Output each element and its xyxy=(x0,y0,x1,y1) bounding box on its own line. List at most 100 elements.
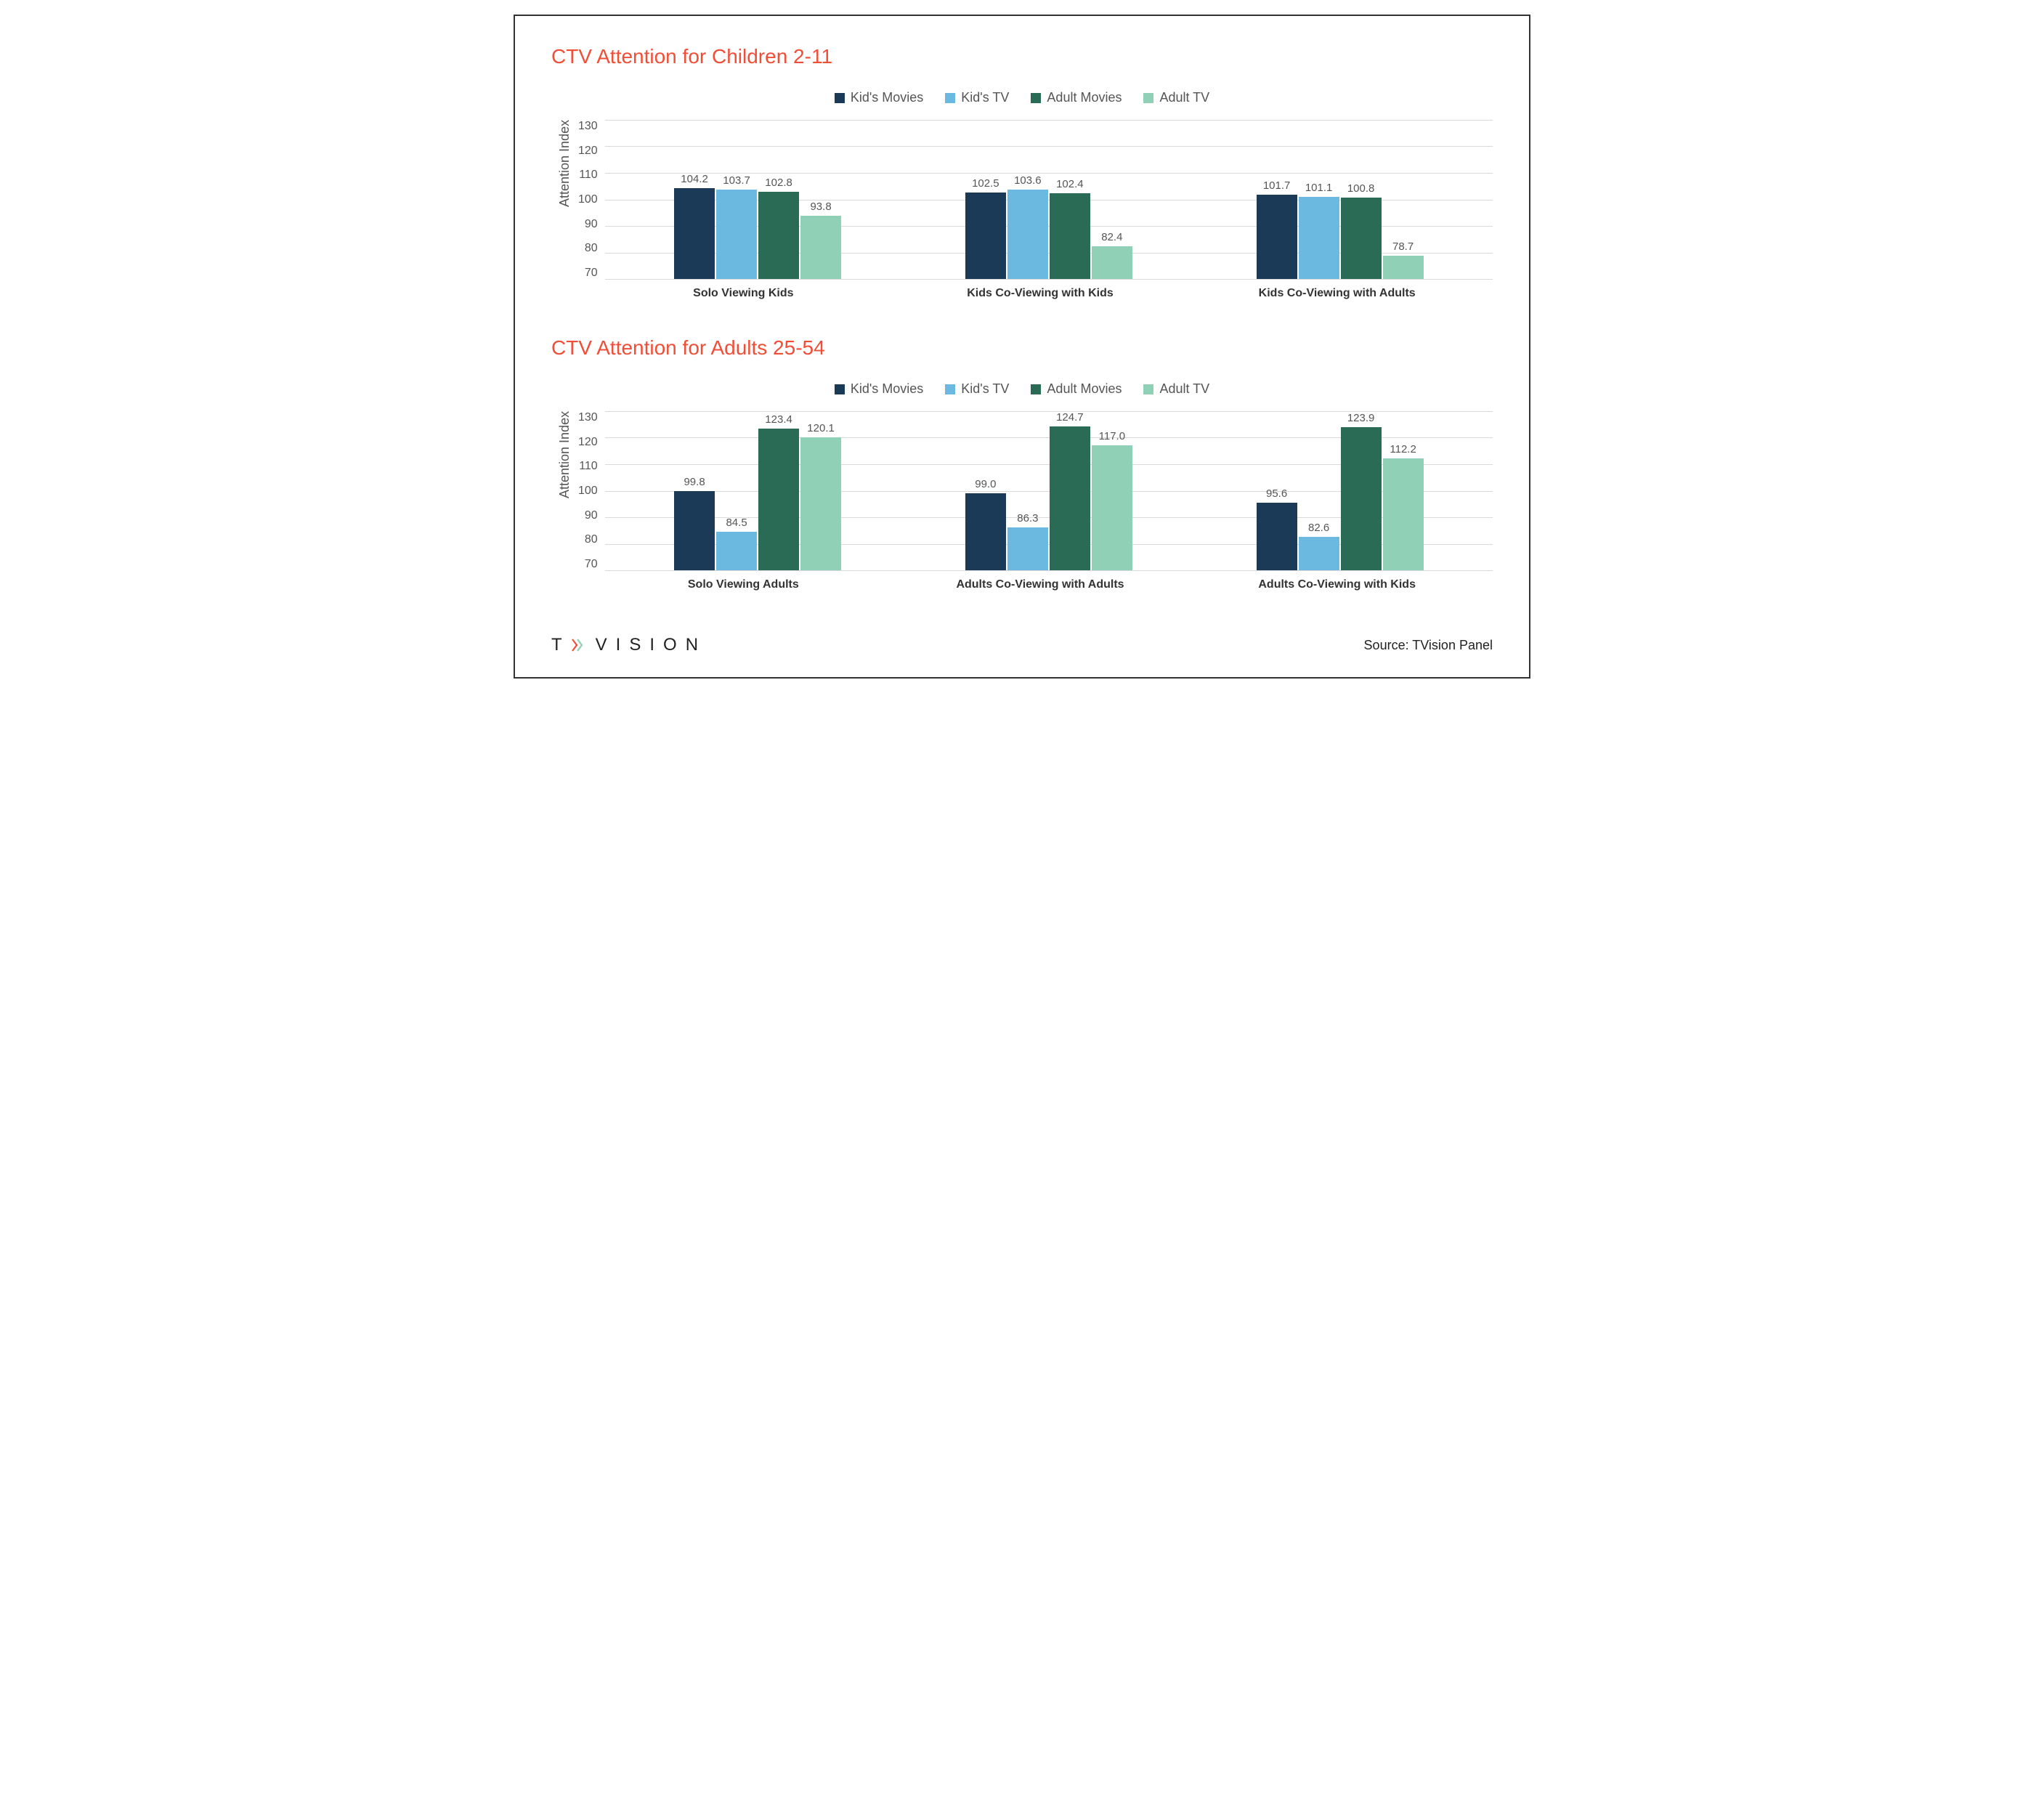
bar xyxy=(965,193,1006,279)
logo-text-rest: VISION xyxy=(596,635,707,655)
plot-area: 104.2 103.7 102.8 93.8 102.5 103.6102.4 82.4 10… xyxy=(605,120,1493,280)
bar xyxy=(1050,426,1090,570)
bar-column: 86.3 xyxy=(1007,411,1048,570)
bar-value-label: 120.1 xyxy=(807,422,835,434)
legend-swatch xyxy=(945,384,955,394)
bar-group: 101.7101.1100.878.7 xyxy=(1257,120,1424,279)
gridline xyxy=(605,570,1493,571)
legend-item: Adult TV xyxy=(1143,381,1209,397)
bar-value-label: 86.3 xyxy=(1017,512,1038,525)
legend-swatch xyxy=(1143,93,1153,103)
x-axis-label: Adults Co-Viewing with Kids xyxy=(1188,578,1485,591)
legend-swatch xyxy=(945,93,955,103)
bar xyxy=(800,437,841,570)
y-tick: 100 xyxy=(578,193,598,206)
bar xyxy=(1257,503,1297,570)
x-axis: Solo Viewing Adults Adults Co-Viewing wit… xyxy=(588,571,1493,591)
bar-value-label: 84.5 xyxy=(726,517,747,529)
legend-item: Kid's TV xyxy=(945,381,1009,397)
bar xyxy=(716,532,757,570)
legend-swatch xyxy=(1143,384,1153,394)
bar-value-label: 99.8 xyxy=(684,476,705,488)
chart-container: CTV Attention for Children 2-11 Kid's Mov… xyxy=(514,15,1530,679)
bar xyxy=(1007,527,1048,570)
plot: 13012011010090807099.884.5123.4120.199.0… xyxy=(578,411,1493,571)
bar-value-label: 112.2 xyxy=(1390,443,1416,455)
bar-groups: 99.884.5123.4120.199.086.3124.7117.095.6… xyxy=(605,411,1493,570)
x-axis-label: Kids Co-Viewing with Kids xyxy=(892,287,1189,300)
logo-chevrons-icon xyxy=(571,638,588,652)
footer: T VISION Source: TVision Panel xyxy=(551,628,1493,655)
bar-groups: 104.2 103.7 102.8 93.8 102.5 103.6102.4 82.4 10… xyxy=(605,120,1493,279)
bar xyxy=(1257,195,1297,279)
legend-item: Kid's Movies xyxy=(835,90,923,105)
bar-column: 82.6 xyxy=(1299,411,1339,570)
bar xyxy=(1092,445,1132,570)
y-tick: 80 xyxy=(585,533,598,546)
bar-value-label: 103.7 xyxy=(723,174,750,187)
legend: Kid's MoviesKid's TVAdult MoviesAdult TV xyxy=(551,90,1493,105)
bar xyxy=(1092,246,1132,279)
bar-value-label: 82.4 xyxy=(1101,231,1122,243)
bar-value-label: 101.7 xyxy=(1263,179,1291,192)
bar xyxy=(1299,197,1339,280)
bar-group: 95.6 82.6 123.9 112.2 xyxy=(1257,411,1424,570)
bar-column: 103.7 xyxy=(716,120,757,279)
bar xyxy=(1383,256,1424,279)
x-axis-label: Solo Viewing Adults xyxy=(595,578,892,591)
chart-title: CTV Attention for Adults 25-54 xyxy=(551,336,1493,360)
bar-column: 82.4 xyxy=(1092,120,1132,279)
bar-column: 104.2 xyxy=(674,120,715,279)
bar-column: 102.8 xyxy=(758,120,799,279)
legend-item: Adult Movies xyxy=(1031,381,1122,397)
bar-value-label: 100.8 xyxy=(1347,182,1375,195)
bar-column: 99.0 xyxy=(965,411,1006,570)
bar-column: 101.1 xyxy=(1299,120,1339,279)
bar xyxy=(758,429,799,570)
y-tick: 90 xyxy=(585,218,598,231)
y-tick: 80 xyxy=(585,242,598,255)
y-axis: 130120110100908070 xyxy=(578,411,605,571)
bar xyxy=(1383,458,1424,570)
bar xyxy=(716,190,757,279)
chart-title: CTV Attention for Children 2-11 xyxy=(551,45,1493,68)
bar xyxy=(1299,537,1339,570)
tvision-logo: T VISION xyxy=(551,635,707,655)
bar-value-label: 123.9 xyxy=(1347,412,1375,424)
y-tick: 70 xyxy=(585,558,598,571)
bar xyxy=(1341,427,1382,570)
bar-column: 123.4 xyxy=(758,411,799,570)
bar-value-label: 117.0 xyxy=(1099,430,1125,442)
legend-label: Kid's TV xyxy=(961,381,1009,397)
legend-swatch xyxy=(835,93,845,103)
bar xyxy=(674,188,715,279)
bar xyxy=(965,493,1006,570)
bar-column: 117.0 xyxy=(1092,411,1132,570)
bar xyxy=(800,216,841,279)
legend-item: Kid's TV xyxy=(945,90,1009,105)
bar-column: 103.6 xyxy=(1007,120,1048,279)
bar-column: 101.7 xyxy=(1257,120,1297,279)
bar-value-label: 104.2 xyxy=(681,173,708,185)
bar-value-label: 95.6 xyxy=(1266,487,1287,500)
bar-column: 102.4 xyxy=(1050,120,1090,279)
bar-group: 104.2 103.7 102.8 93.8 xyxy=(674,120,841,279)
chart-wrap: Attention Index130120110100908070104.210… xyxy=(551,120,1493,280)
bar-value-label: 102.8 xyxy=(765,177,792,189)
bar-value-label: 102.5 xyxy=(972,177,999,190)
bar-column: 99.8 xyxy=(674,411,715,570)
bar-column: 93.8 xyxy=(800,120,841,279)
gridline xyxy=(605,279,1493,280)
legend-label: Adult TV xyxy=(1159,381,1209,397)
y-tick: 110 xyxy=(579,460,598,473)
bar-column: 120.1 xyxy=(800,411,841,570)
logo-letter-t: T xyxy=(551,635,571,655)
legend-label: Adult Movies xyxy=(1047,381,1122,397)
legend-label: Adult Movies xyxy=(1047,90,1122,105)
bar xyxy=(1007,190,1048,279)
chart-wrap: Attention Index13012011010090807099.884.… xyxy=(551,411,1493,571)
y-tick: 90 xyxy=(585,509,598,522)
bar xyxy=(1341,198,1382,279)
legend-item: Adult Movies xyxy=(1031,90,1122,105)
bar-group: 99.8 84.5 123.4 120.1 xyxy=(674,411,841,570)
